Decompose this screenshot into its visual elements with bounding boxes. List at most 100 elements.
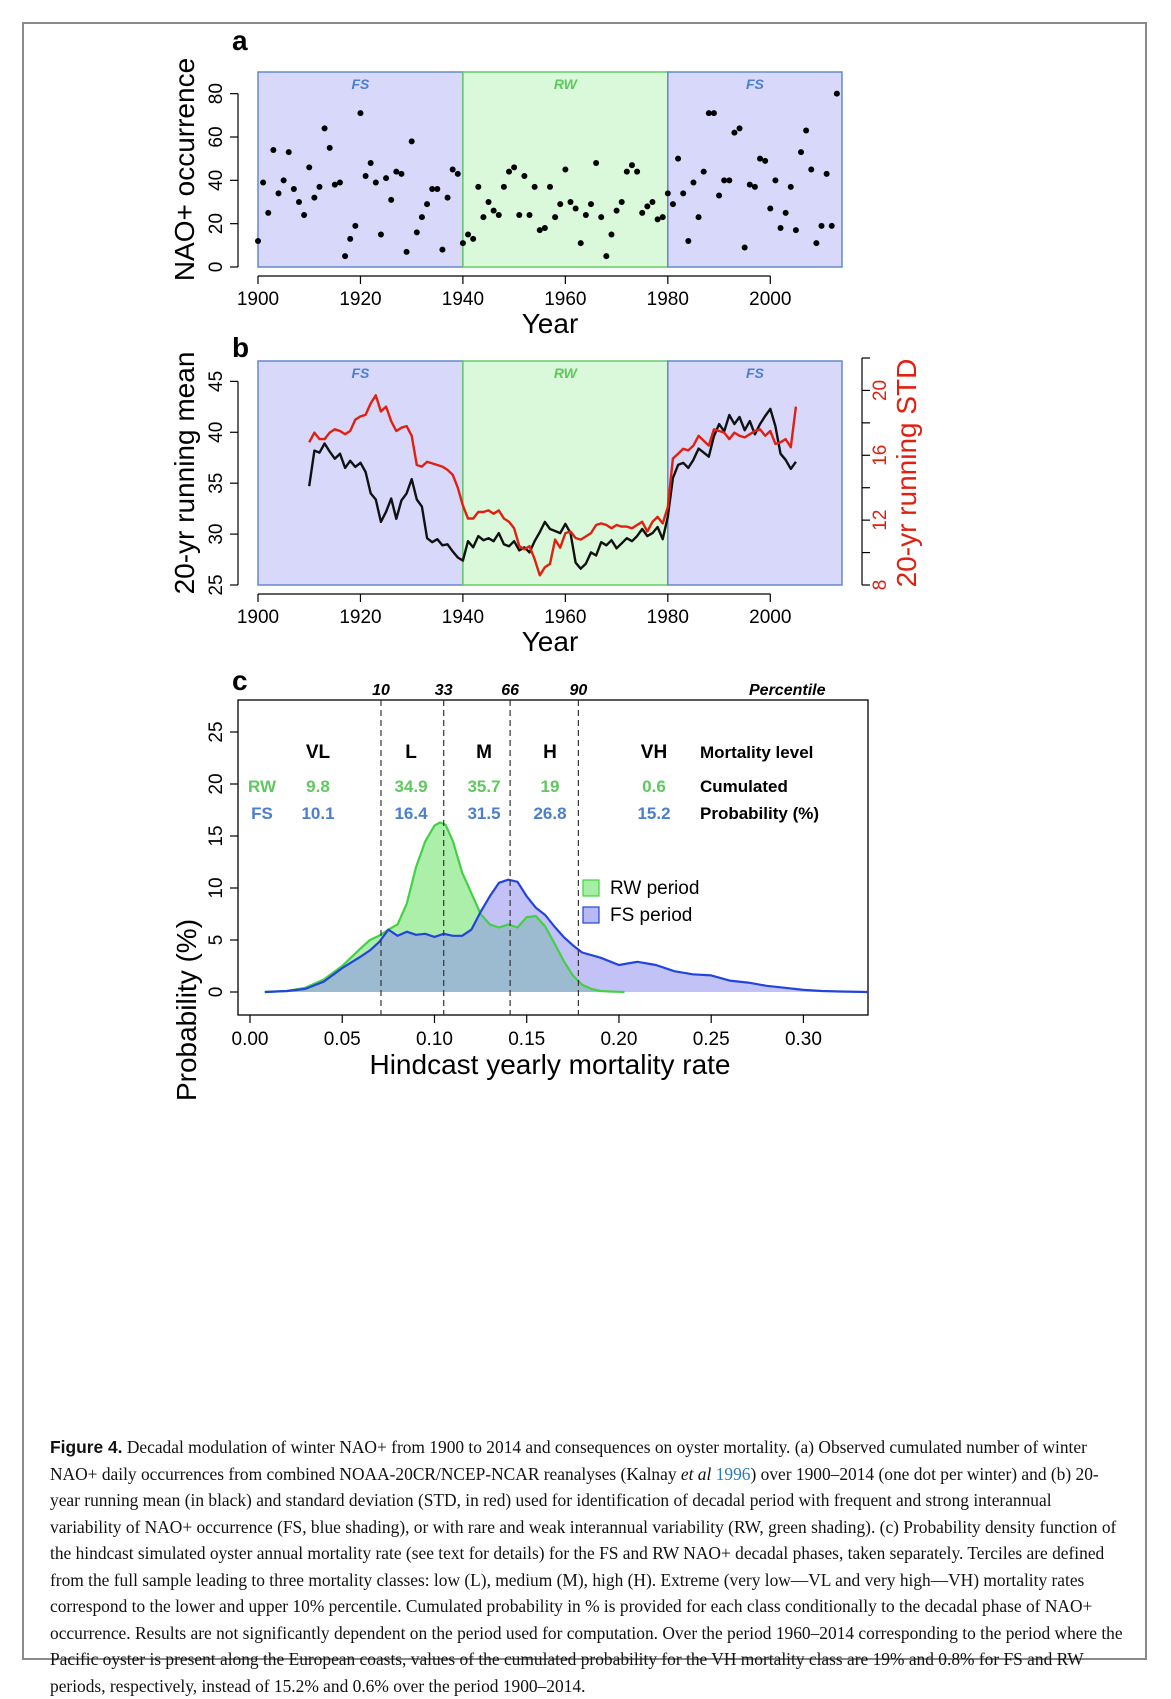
data-point — [526, 212, 533, 218]
fs-density-line — [264, 878, 869, 994]
data-point — [388, 196, 395, 203]
data-point — [418, 214, 425, 221]
data-point — [813, 240, 820, 247]
data-point — [521, 173, 528, 179]
data-point — [603, 253, 610, 260]
data-point — [331, 181, 338, 188]
caption-etal: et al — [680, 1463, 712, 1484]
caption-ref-year: 1996 — [715, 1463, 751, 1484]
data-point — [424, 201, 431, 208]
y-tick-label-b: 40 — [206, 422, 227, 443]
data-point — [459, 240, 466, 247]
data-point — [306, 164, 313, 171]
data-point — [383, 175, 390, 182]
data-point — [408, 138, 415, 145]
data-point — [342, 253, 349, 260]
data-point — [275, 190, 282, 197]
data-point — [541, 225, 548, 231]
period-band-b — [462, 360, 669, 586]
data-point — [587, 201, 594, 208]
data-point — [762, 157, 769, 164]
panel-label-b: b — [232, 335, 249, 363]
running-mean-line — [308, 407, 797, 570]
data-point — [260, 179, 267, 186]
prob-value: 31.5 — [467, 804, 500, 823]
figure-frame — [22, 22, 1147, 1660]
y-right-tick-label-b: 20 — [870, 380, 891, 401]
data-point — [454, 170, 461, 177]
period-band-b — [667, 360, 843, 586]
panel-label-a: a — [232, 25, 248, 56]
data-point — [690, 179, 697, 186]
y-tick-label-b: 45 — [206, 371, 227, 392]
data-point — [639, 209, 646, 216]
data-point — [582, 212, 589, 218]
data-point — [403, 248, 410, 255]
y-tick-label-c: 5 — [206, 935, 227, 946]
data-point — [649, 199, 656, 205]
data-point — [644, 203, 651, 210]
data-point — [777, 225, 784, 231]
data-point — [659, 214, 666, 221]
data-point — [613, 207, 620, 214]
data-point — [444, 194, 451, 201]
x-tick-label-c: 0.00 — [232, 1029, 269, 1050]
data-point — [792, 227, 799, 234]
prob-header-1: Cumulated — [700, 777, 788, 796]
data-point — [833, 90, 840, 97]
data-point — [618, 199, 625, 205]
data-point — [623, 168, 630, 175]
data-point — [429, 186, 436, 192]
data-point — [572, 205, 579, 212]
data-point — [326, 144, 333, 151]
data-point — [511, 164, 518, 171]
percentile-label: 90 — [569, 682, 587, 699]
data-point — [516, 212, 523, 218]
x-tick-label-c: 0.05 — [324, 1029, 361, 1050]
mortality-class: M — [476, 742, 492, 763]
data-point — [439, 246, 446, 253]
data-point — [490, 207, 497, 214]
y-tick-label-a: 20 — [206, 213, 227, 234]
data-point — [562, 166, 569, 173]
y-right-tick-label-b: 16 — [870, 445, 891, 466]
x-tick-label-b: 1960 — [544, 607, 586, 628]
y-tick-label-b: 35 — [206, 473, 227, 494]
x-tick-label-c: 0.20 — [600, 1029, 637, 1050]
data-point — [265, 209, 272, 216]
prob-value: 19 — [541, 777, 560, 796]
data-point — [787, 183, 794, 190]
figure-caption: Figure 4. Decadal modulation of winter N… — [50, 1434, 1125, 1699]
data-point — [757, 155, 764, 162]
mortality-level-header: Mortality level — [700, 743, 813, 762]
data-point — [367, 160, 374, 166]
prob-value: 34.9 — [394, 777, 427, 796]
x-tick-label-b: 1920 — [339, 607, 381, 628]
y-axis-title-c: Probability (%) — [171, 919, 202, 1101]
data-point — [767, 205, 774, 212]
fs-density-area — [264, 879, 868, 992]
data-point — [352, 222, 359, 229]
data-point — [746, 181, 753, 188]
data-point — [531, 183, 538, 190]
x-tick-label-b: 1900 — [237, 607, 279, 628]
prob-header-2: Probability (%) — [700, 804, 819, 823]
data-point — [818, 222, 825, 229]
data-point — [675, 155, 682, 162]
period-band-a — [667, 71, 843, 268]
caption-text-2: ) over 1900–2014 (one dot per winter) an… — [50, 1463, 1123, 1696]
y-tick-label-a: 0 — [206, 262, 227, 273]
y-tick-label-c: 15 — [206, 825, 227, 846]
data-point — [685, 238, 692, 244]
data-point — [316, 183, 323, 190]
chart-b-svg: b FS RW FS 25 30 35 40 45 20-yr running mean 8 12 16… — [169, 332, 922, 657]
prob-row-name: FS — [251, 804, 273, 823]
data-point — [434, 186, 441, 192]
panel-c: c 10 33 66 90 Percentile VL L M H VH Mortality leve… — [0, 655, 1171, 1415]
period-band-b — [257, 360, 464, 586]
data-point — [413, 229, 420, 236]
x-tick-label-a: 1920 — [339, 289, 381, 310]
rw-density-line — [264, 821, 625, 994]
panel-a: a FS RW FS 0 20 40 60 80 NAO+ occurrence 1900 1920 1… — [0, 0, 1171, 340]
data-point — [828, 222, 835, 229]
